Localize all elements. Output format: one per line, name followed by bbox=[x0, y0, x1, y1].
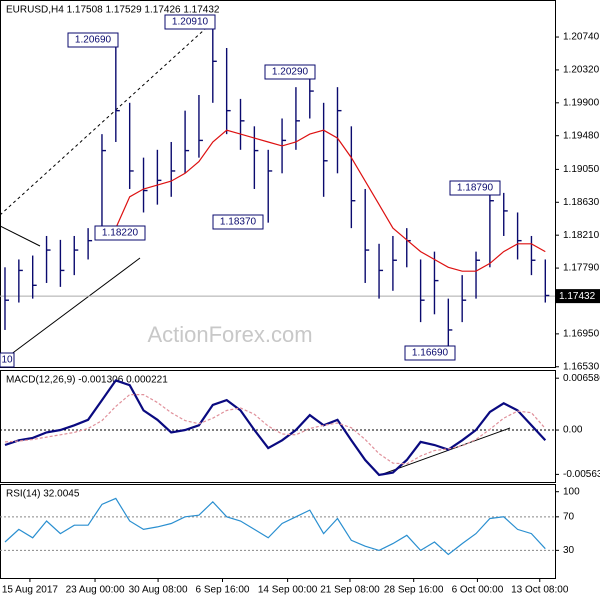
annotation-box bbox=[94, 225, 146, 241]
y-tick-label: 1.19480 bbox=[563, 130, 600, 141]
price-panel bbox=[0, 0, 556, 368]
y-tick-label: 1.17790 bbox=[563, 263, 600, 274]
annotation-box bbox=[0, 352, 15, 368]
annotation: 1.20690 bbox=[75, 35, 112, 46]
annotation-box bbox=[212, 214, 264, 230]
annotation-box bbox=[67, 32, 119, 48]
y-tick-label: 1.18630 bbox=[563, 197, 600, 208]
y-tick-label: 1.16530 bbox=[563, 361, 600, 372]
trend-line bbox=[9, 257, 141, 356]
annotation: 1.16690 bbox=[412, 348, 449, 359]
annotation: 1.20290 bbox=[272, 67, 309, 78]
y-tick-label: 30 bbox=[563, 545, 575, 556]
x-tick-label: 14 Sep 00:00 bbox=[258, 585, 318, 596]
x-tick-label: 21 Sep 08:00 bbox=[320, 585, 380, 596]
trend-line bbox=[379, 427, 511, 476]
y-tick-label: 100 bbox=[563, 486, 580, 497]
annotation-box bbox=[449, 180, 501, 196]
annotation-box bbox=[404, 345, 456, 361]
trend-line bbox=[0, 225, 41, 247]
y-tick-label: 1.19050 bbox=[563, 164, 600, 175]
indicator-line bbox=[4, 497, 546, 556]
y-tick-label: -0.005634 bbox=[563, 469, 600, 480]
y-tick-label: 1.16950 bbox=[563, 329, 600, 340]
annotation-box bbox=[164, 14, 216, 30]
y-tick-label: 1.20320 bbox=[563, 65, 600, 76]
x-tick-label: 28 Sep 16:00 bbox=[384, 585, 444, 596]
y-tick-label: 0.006586 bbox=[563, 373, 600, 384]
x-tick-label: 30 Aug 08:00 bbox=[129, 585, 188, 596]
x-tick-label: 6 Oct 00:00 bbox=[452, 585, 504, 596]
panel-title: MACD(12,26,9) -0.001306 0.000221 bbox=[6, 375, 168, 386]
x-tick-label: 23 Aug 00:00 bbox=[66, 585, 125, 596]
annotation: 1.20910 bbox=[172, 17, 209, 28]
y-tick-label: 1.20740 bbox=[563, 32, 600, 43]
y-tick-label: 1.18210 bbox=[563, 230, 600, 241]
x-tick-label: 13 Oct 08:00 bbox=[511, 585, 569, 596]
rsi-panel bbox=[0, 484, 556, 579]
last-price-label: 1.17432 bbox=[559, 291, 596, 302]
y-tick-label: 1.19900 bbox=[563, 97, 600, 108]
annotation: 1.18790 bbox=[457, 183, 494, 194]
annotation-box bbox=[264, 64, 316, 80]
x-tick-label: 15 Aug 2017 bbox=[2, 585, 59, 596]
trend-line bbox=[0, 19, 216, 216]
annotation: 1.18370 bbox=[220, 217, 257, 228]
annotation: 1.18220 bbox=[102, 228, 139, 239]
moving-average bbox=[115, 129, 546, 272]
indicator-line bbox=[4, 379, 547, 477]
panel-title: RSI(14) 32.0045 bbox=[6, 489, 80, 500]
watermark: ActionForex.com bbox=[147, 322, 312, 347]
y-tick-label: 0.00 bbox=[563, 425, 583, 436]
last-price-box bbox=[556, 289, 600, 304]
y-tick-label: 70 bbox=[563, 511, 575, 522]
annotation: 10 bbox=[1, 355, 13, 366]
indicator-line bbox=[4, 394, 546, 465]
panel-title: EURUSD,H4 1.17508 1.17529 1.17426 1.1743… bbox=[6, 5, 220, 16]
x-tick-label: 6 Sep 16:00 bbox=[196, 585, 250, 596]
macd-panel bbox=[0, 370, 556, 483]
